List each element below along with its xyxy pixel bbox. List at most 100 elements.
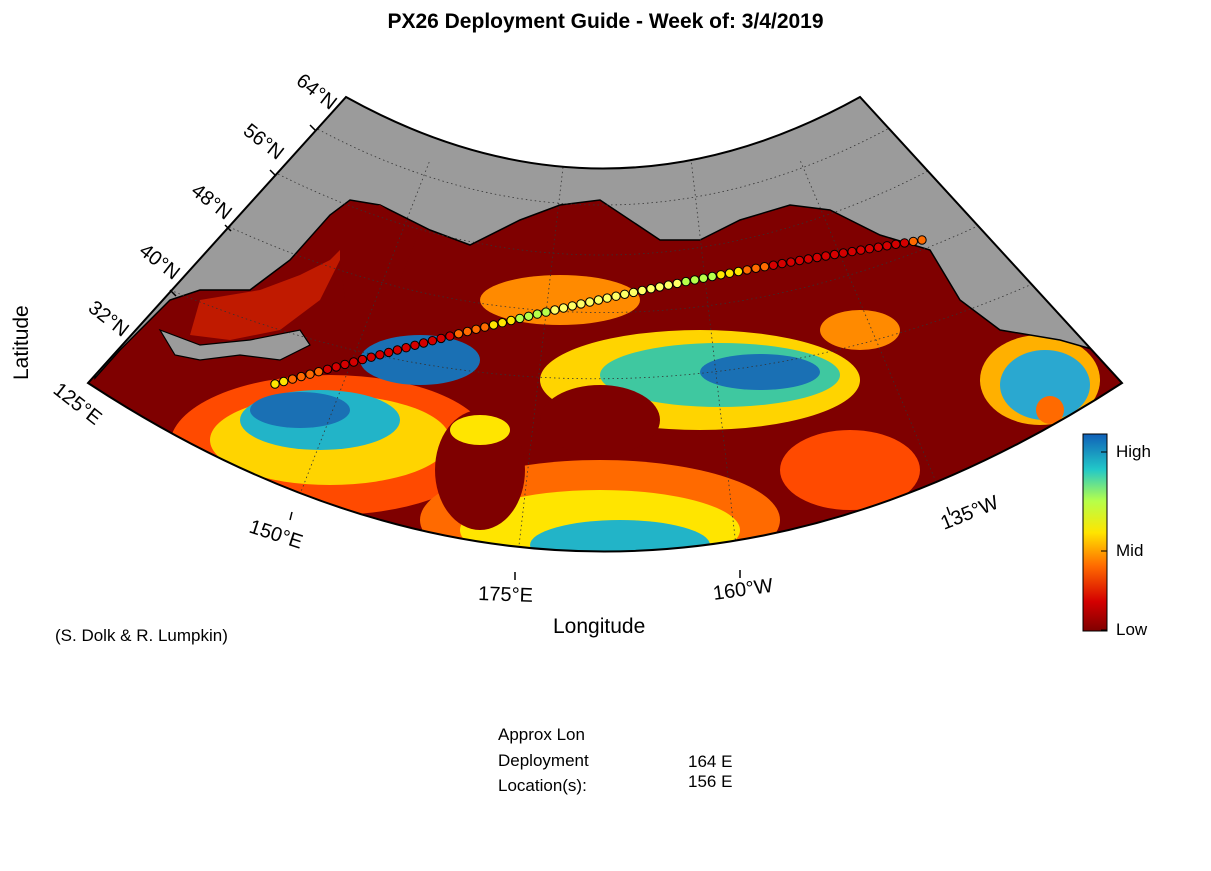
track-point	[856, 245, 866, 255]
track-point	[663, 280, 674, 290]
track-point	[690, 275, 700, 285]
track-point	[445, 331, 455, 341]
y-axis-label: Latitude	[10, 305, 33, 380]
track-point	[471, 324, 481, 334]
track-point	[777, 258, 787, 269]
track-point	[550, 305, 560, 315]
track-point	[812, 252, 822, 263]
track-point	[829, 249, 840, 260]
track-point	[768, 260, 779, 270]
track-point	[742, 265, 752, 275]
track-point	[864, 244, 875, 254]
track-point	[305, 369, 315, 379]
track-point	[707, 271, 717, 282]
track-point	[436, 333, 446, 344]
track-point	[620, 289, 630, 299]
track-point	[322, 364, 333, 374]
track-point	[357, 354, 368, 365]
track-point	[331, 362, 341, 372]
track-point	[891, 239, 901, 250]
colorbar-ticks	[1101, 451, 1107, 631]
lat-label-56: 56°N	[239, 120, 288, 165]
land-north	[88, 97, 1122, 380]
track-point	[270, 379, 280, 389]
info-line-2: Deployment	[498, 750, 589, 770]
lon-label-150e: 150°E	[246, 516, 305, 554]
track-point	[908, 236, 918, 247]
deployment-longitudes: 164 E 156 E	[688, 752, 732, 792]
track-point	[427, 336, 438, 346]
track-point	[751, 263, 761, 273]
track-point	[453, 329, 464, 339]
track-point	[611, 291, 621, 301]
track-point	[506, 315, 516, 326]
track-point	[558, 303, 569, 313]
track-point	[488, 320, 499, 330]
track-point	[462, 326, 473, 337]
track-point	[349, 357, 359, 367]
deployment-lon-1: 164 E	[688, 752, 733, 771]
track-point	[873, 242, 883, 252]
velocity-field	[170, 275, 1100, 552]
frame-ticks	[169, 124, 951, 580]
track-point	[279, 376, 289, 387]
track-point	[593, 295, 604, 305]
track-point	[794, 255, 805, 266]
lat-label-64: 64°N	[292, 70, 341, 115]
track-point	[532, 309, 542, 319]
track-point	[375, 350, 385, 360]
track-point	[287, 374, 298, 384]
map-title: PX26 Deployment Guide - Week of: 3/4/201…	[387, 10, 824, 33]
track-point	[803, 254, 813, 264]
track-point	[576, 299, 586, 309]
deployment-info: Approx Lon Deployment Location(s):	[498, 722, 589, 799]
track-point	[515, 313, 525, 324]
track-point	[786, 257, 796, 267]
track-point	[882, 241, 892, 251]
track-point	[733, 266, 744, 277]
track-point	[628, 287, 639, 298]
lon-label-175e: 175°E	[478, 583, 533, 607]
track-point	[698, 273, 709, 283]
colorbar	[1082, 433, 1108, 632]
track-point	[366, 352, 376, 362]
track-point	[716, 270, 726, 280]
land-japan	[158, 328, 311, 361]
colorbar-low-label: Low	[1116, 620, 1148, 639]
track-point	[401, 343, 411, 353]
info-line-3: Location(s):	[498, 776, 587, 795]
lon-label-135w: 135°W	[938, 492, 1002, 535]
track-point	[681, 276, 691, 287]
track-point	[759, 262, 770, 272]
track-point	[637, 285, 647, 296]
lat-label-48: 48°N	[187, 180, 236, 225]
track-point	[602, 293, 612, 303]
colorbar-mid-label: Mid	[1116, 541, 1144, 560]
track-point	[585, 297, 595, 307]
x-axis-label: Longitude	[553, 615, 646, 638]
track-point	[480, 322, 490, 332]
track-point	[899, 238, 910, 248]
track-point	[838, 248, 848, 258]
track-point	[384, 347, 394, 358]
track-point	[567, 301, 577, 311]
land-okhotsk-sea	[190, 240, 350, 340]
track-point	[314, 367, 324, 377]
track-point	[541, 307, 551, 317]
track-point	[724, 268, 735, 278]
info-line-1: Approx Lon	[498, 725, 585, 744]
lat-label-32: 32°N	[84, 297, 133, 342]
track-point	[672, 278, 682, 289]
lon-label-160w: 160°W	[712, 575, 775, 605]
ship-track	[270, 235, 927, 389]
track-point	[418, 338, 429, 348]
track-point	[821, 251, 831, 261]
map-frame	[86, 95, 1124, 553]
track-point	[392, 345, 403, 355]
track-point	[847, 246, 857, 257]
track-point	[917, 235, 927, 245]
track-point	[523, 311, 534, 321]
track-point	[655, 282, 665, 292]
colorbar-high-label: High	[1116, 442, 1151, 461]
